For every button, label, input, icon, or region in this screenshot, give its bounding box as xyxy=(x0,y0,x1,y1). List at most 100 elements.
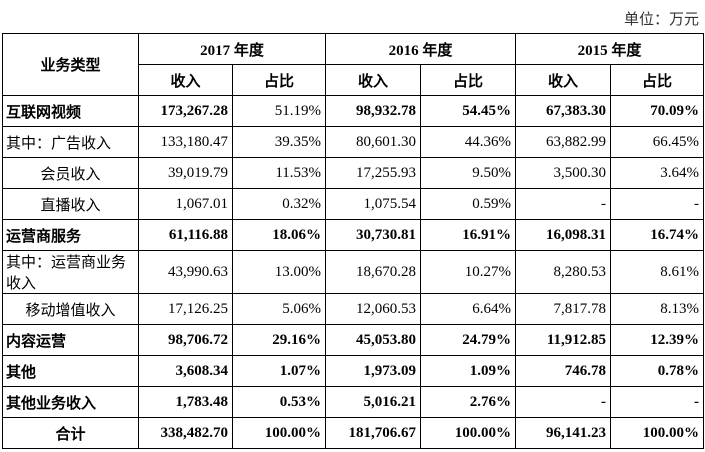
cell: 24.79% xyxy=(420,324,517,356)
cell: - xyxy=(610,188,705,220)
cell: 63,882.99 xyxy=(515,126,612,158)
cell: 746.78 xyxy=(515,355,612,387)
cell: 8.13% xyxy=(610,293,705,325)
cell: 11.53% xyxy=(231,157,327,189)
cell: 3,608.34 xyxy=(138,355,233,387)
cell: 44.36% xyxy=(420,126,517,158)
cell: 2.76% xyxy=(420,386,517,418)
cell: 16.91% xyxy=(420,219,517,251)
cell: 1,067.01 xyxy=(138,188,233,220)
sub-header: 收入 xyxy=(138,64,233,96)
cell: 66.45% xyxy=(610,126,705,158)
cell: 70.09% xyxy=(610,95,705,127)
sub-header: 收入 xyxy=(325,64,422,96)
cell: 16,098.31 xyxy=(515,219,612,251)
cell: 100.00% xyxy=(610,417,705,449)
table-row: 运营商服务 61,116.88 18.06% 30,730.81 16.91% 16,09… xyxy=(2,219,705,251)
cell: 61,116.88 xyxy=(138,219,233,251)
year-header: 2017 年度 xyxy=(137,33,327,65)
sub-header: 占比 xyxy=(231,64,327,96)
cell: 173,267.28 xyxy=(138,95,233,127)
header-row: 业务类型 2017 年度 2016 年度 2015 年度 xyxy=(2,33,705,96)
cell: 3,500.30 xyxy=(515,157,612,189)
table-row: 移动增值收入 17,126.25 5.06% 12,060.53 6.64% 7,817.… xyxy=(2,293,705,325)
table-row: 其他 3,608.34 1.07% 1,973.09 1.09% 746.78 0.78% xyxy=(2,355,705,387)
cell: 30,730.81 xyxy=(325,219,422,251)
cell: 0.59% xyxy=(420,188,517,220)
row-label: 互联网视频 xyxy=(2,95,139,127)
cell: 8,280.53 xyxy=(515,250,612,294)
cell: 5.06% xyxy=(231,293,327,325)
cell: 80,601.30 xyxy=(325,126,422,158)
cell: 181,706.67 xyxy=(325,417,422,449)
cell: 1,973.09 xyxy=(325,355,422,387)
cell: 1,075.54 xyxy=(325,188,422,220)
cell: 13.00% xyxy=(231,250,327,294)
cell: 12,060.53 xyxy=(325,293,422,325)
row-label: 运营商服务 xyxy=(2,219,139,251)
cell: 9.50% xyxy=(420,157,517,189)
row-label: 直播收入 xyxy=(2,188,139,220)
table-row: 内容运营 98,706.72 29.16% 45,053.80 24.79% 11,912… xyxy=(2,324,705,356)
cell: 16.74% xyxy=(610,219,705,251)
cell: 7,817.78 xyxy=(515,293,612,325)
row-label: 内容运营 xyxy=(2,324,139,356)
cell: 17,255.93 xyxy=(325,157,422,189)
row-label: 其中：广告收入 xyxy=(2,126,139,158)
row-label: 其他 xyxy=(2,355,139,387)
cell: 0.53% xyxy=(231,386,327,418)
cell: 338,482.70 xyxy=(138,417,233,449)
cell: 100.00% xyxy=(420,417,517,449)
table-row: 合计 338,482.70 100.00% 181,706.67 100.00% 96,1… xyxy=(2,417,705,449)
sub-header: 占比 xyxy=(420,64,517,96)
table-row: 互联网视频 173,267.28 51.19% 98,932.78 54.45% 67,3… xyxy=(2,95,705,127)
cell: 0.78% xyxy=(610,355,705,387)
cell: 98,932.78 xyxy=(325,95,422,127)
row-label: 会员收入 xyxy=(2,157,139,189)
cell: 51.19% xyxy=(231,95,327,127)
table-row: 会员收入 39,019.79 11.53% 17,255.93 9.50% 3,500.3… xyxy=(2,157,705,189)
cell: 96,141.23 xyxy=(515,417,612,449)
table-row: 其他业务收入 1,783.48 0.53% 5,016.21 2.76% - - xyxy=(2,386,705,418)
cell: 5,016.21 xyxy=(325,386,422,418)
unit-label: 单位：万元 xyxy=(623,12,699,28)
table-row: 直播收入 1,067.01 0.32% 1,075.54 0.59% - - xyxy=(2,188,705,220)
category-header: 业务类型 xyxy=(2,33,139,96)
cell: - xyxy=(610,386,705,418)
cell: 54.45% xyxy=(420,95,517,127)
cell: 67,383.30 xyxy=(515,95,612,127)
cell: 0.32% xyxy=(231,188,327,220)
cell: 10.27% xyxy=(420,250,517,294)
year-header: 2015 年度 xyxy=(515,33,705,65)
cell: 100.00% xyxy=(231,417,327,449)
cell: 18.06% xyxy=(231,219,327,251)
cell: 43,990.63 xyxy=(138,250,233,294)
sub-header: 占比 xyxy=(610,64,705,96)
cell: 11,912.85 xyxy=(515,324,612,356)
cell: 6.64% xyxy=(420,293,517,325)
cell: 12.39% xyxy=(610,324,705,356)
table-row: 其中：运营商业务收入 43,990.63 13.00% 18,670.28 10.27%… xyxy=(2,250,705,294)
cell: 8.61% xyxy=(610,250,705,294)
cell: 1.09% xyxy=(420,355,517,387)
cell: 1.07% xyxy=(231,355,327,387)
row-label: 其中：运营商业务收入 xyxy=(2,250,139,294)
year-header: 2016 年度 xyxy=(325,33,517,65)
cell: 39,019.79 xyxy=(138,157,233,189)
subheader-row: 收入 占比 收入 占比 收入 占比 xyxy=(3,64,705,96)
cell: 1,783.48 xyxy=(138,386,233,418)
cell: - xyxy=(515,188,612,220)
cell: 45,053.80 xyxy=(325,324,422,356)
cell: - xyxy=(515,386,612,418)
cell: 29.16% xyxy=(231,324,327,356)
table-row: 其中：广告收入 133,180.47 39.35% 80,601.30 44.36% 63… xyxy=(2,126,705,158)
cell: 17,126.25 xyxy=(138,293,233,325)
row-label: 移动增值收入 xyxy=(2,293,139,325)
row-label: 合计 xyxy=(2,417,139,449)
revenue-table: 业务类型 2017 年度 2016 年度 2015 年度 收入 占比 收入 占比 收入 占比 互联… xyxy=(2,33,705,449)
cell: 133,180.47 xyxy=(138,126,233,158)
cell: 39.35% xyxy=(231,126,327,158)
cell: 3.64% xyxy=(610,157,705,189)
row-label: 其他业务收入 xyxy=(2,386,139,418)
